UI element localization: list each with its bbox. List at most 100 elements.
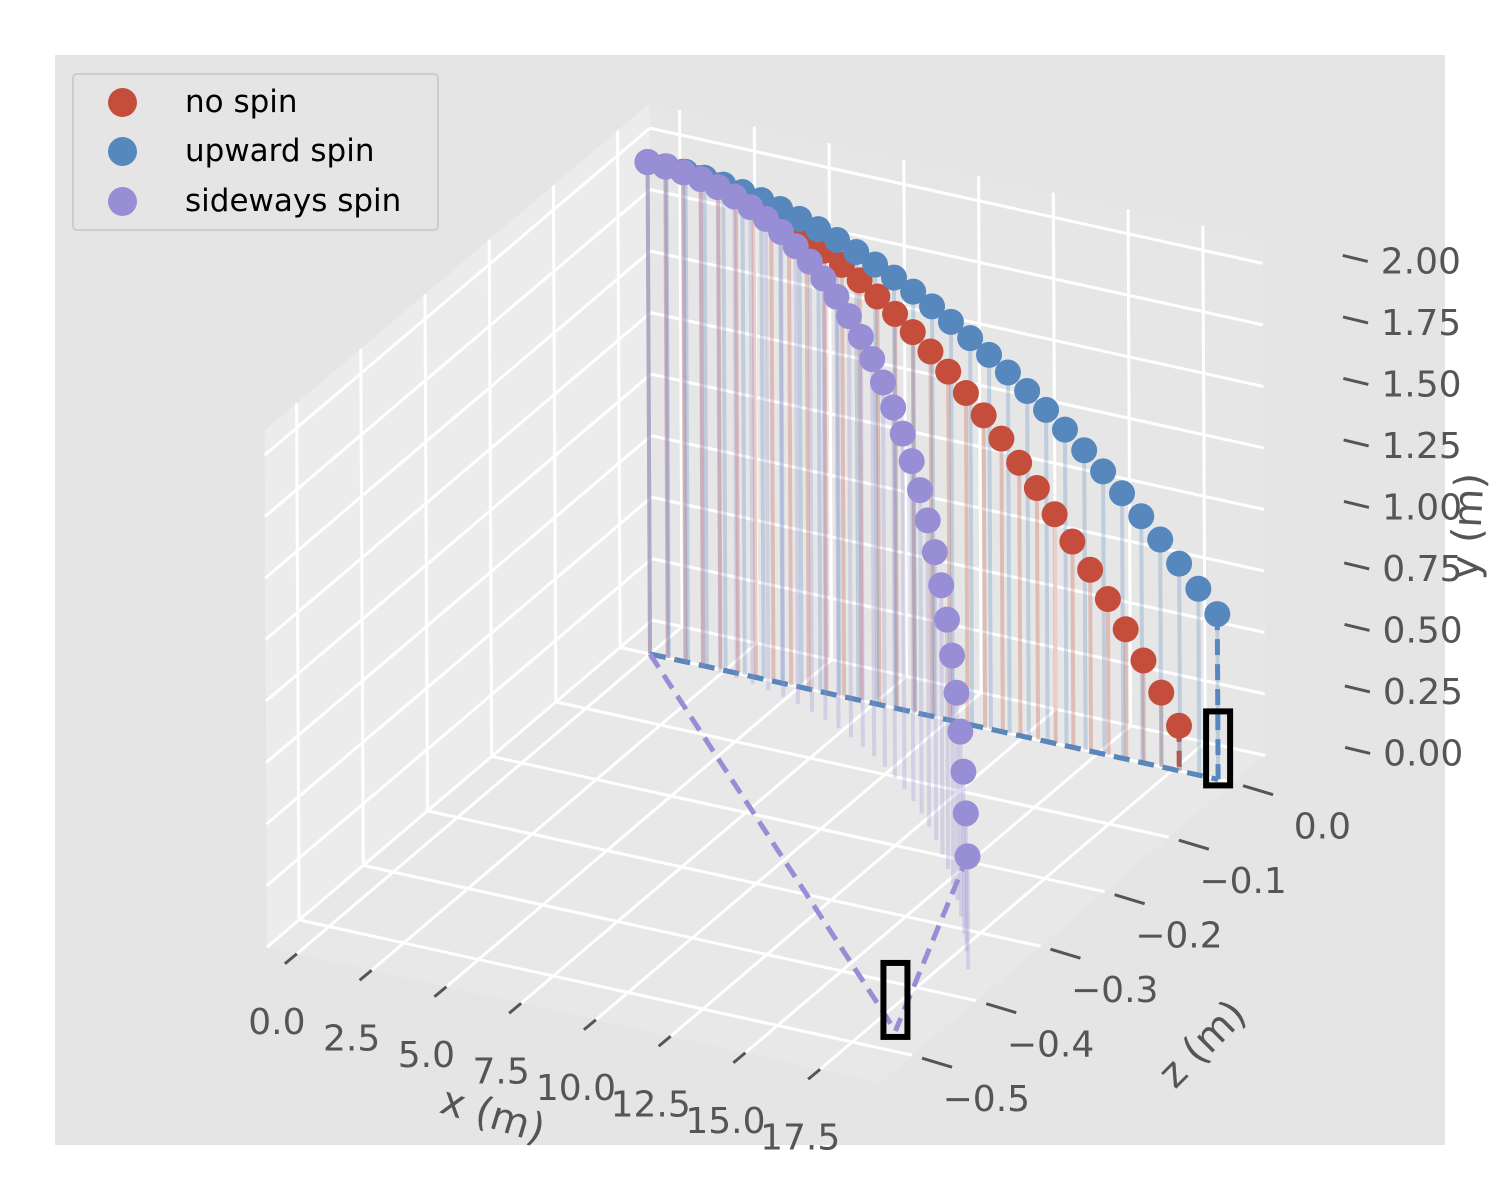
drop-line: [968, 856, 969, 969]
data-marker: [1204, 601, 1230, 627]
legend: no spin upward spin sideways spin: [72, 73, 439, 231]
drop-line: [1008, 373, 1010, 734]
drop-line: [799, 219, 801, 688]
data-marker: [1052, 417, 1078, 443]
data-marker: [1147, 527, 1173, 553]
data-marker: [1006, 450, 1032, 476]
tick-label: −0.5: [943, 1079, 1030, 1120]
drop-line: [903, 434, 905, 789]
tick-label: 0.25: [1383, 672, 1463, 713]
data-marker: [944, 680, 970, 706]
data-marker: [917, 338, 943, 364]
drop-line: [666, 167, 668, 659]
upward-spin-marker-icon: [108, 137, 137, 166]
data-marker: [939, 643, 965, 669]
sideways-spin-marker-icon: [108, 187, 137, 216]
drop-line: [1001, 439, 1002, 732]
data-marker: [995, 360, 1021, 386]
y-axis-label: y (m): [1442, 472, 1494, 581]
drop-line: [1179, 564, 1180, 771]
tick-label: 15.0: [685, 1101, 765, 1142]
drop-line: [1019, 463, 1020, 736]
drop-line: [789, 225, 791, 685]
data-marker: [955, 843, 981, 869]
tick-label: 0.00: [1383, 733, 1463, 774]
drop-line: [1160, 540, 1161, 767]
tick-label: 2.00: [1381, 241, 1461, 282]
drop-line: [872, 359, 874, 756]
data-marker: [1148, 680, 1174, 706]
drop-line: [750, 207, 752, 684]
data-marker: [1014, 378, 1040, 404]
drop-line: [761, 200, 763, 679]
data-marker: [1042, 501, 1068, 527]
tick-label: 0.0: [248, 1002, 305, 1043]
data-marker: [1059, 529, 1085, 555]
drop-line: [861, 337, 863, 747]
drop-line: [1090, 570, 1091, 752]
drop-line: [1198, 589, 1199, 775]
drop-line: [718, 187, 720, 672]
drop-line: [796, 246, 798, 704]
data-marker: [1077, 557, 1103, 583]
data-marker: [915, 507, 941, 533]
drop-line: [893, 407, 895, 777]
tick-label: −0.3: [1071, 970, 1158, 1011]
data-marker: [870, 370, 896, 396]
drop-line: [842, 265, 844, 697]
drop-line: [648, 162, 650, 654]
drop-line: [966, 393, 968, 724]
data-marker: [922, 539, 948, 565]
data-marker: [1166, 713, 1192, 739]
drop-line: [1037, 488, 1038, 740]
data-marker: [971, 402, 997, 428]
drop-line: [1103, 471, 1104, 754]
drop-line: [1046, 410, 1048, 742]
data-marker: [1185, 576, 1211, 602]
drop-line: [920, 490, 922, 813]
legend-label: no spin: [185, 84, 298, 120]
drop-line: [1108, 599, 1109, 755]
data-marker: [880, 394, 906, 420]
tick-label: 1.50: [1381, 364, 1461, 405]
drop-line: [683, 172, 685, 662]
drop-line: [1084, 450, 1085, 750]
data-marker: [1024, 475, 1050, 501]
data-marker: [947, 719, 973, 745]
tick-label: −0.2: [1135, 916, 1222, 957]
data-marker: [1130, 647, 1156, 673]
tick-label: 17.5: [760, 1117, 840, 1158]
data-marker: [1166, 551, 1192, 577]
tick-label: 2.5: [323, 1018, 380, 1059]
drop-line: [883, 383, 885, 767]
data-marker: [953, 380, 979, 406]
tick-label: −0.4: [1007, 1025, 1094, 1066]
drop-line: [1055, 514, 1056, 743]
legend-label: upward spin: [185, 133, 375, 169]
drop-line: [1126, 629, 1127, 759]
tick-label: 0.0: [1294, 807, 1351, 848]
drop-line: [836, 297, 838, 728]
data-marker: [953, 800, 979, 826]
tick-label: 0.50: [1383, 610, 1463, 651]
data-marker: [935, 359, 961, 385]
data-marker: [900, 319, 926, 345]
data-marker: [934, 607, 960, 633]
data-marker: [1109, 480, 1135, 506]
drop-line: [1065, 430, 1067, 746]
tick-label: 12.5: [611, 1084, 691, 1125]
drop-line: [849, 316, 851, 737]
drop-line: [1141, 516, 1142, 762]
data-marker: [1113, 616, 1139, 642]
drop-line: [734, 197, 736, 678]
drop-line: [723, 185, 725, 671]
tick-label: 7.5: [473, 1051, 530, 1092]
data-marker: [976, 342, 1002, 368]
drop-line: [781, 232, 783, 697]
data-marker: [1095, 586, 1121, 612]
data-marker: [1071, 437, 1097, 463]
drop-line: [771, 214, 773, 682]
no-spin-marker-icon: [108, 88, 137, 117]
data-marker: [899, 448, 925, 474]
drop-line: [742, 192, 744, 675]
